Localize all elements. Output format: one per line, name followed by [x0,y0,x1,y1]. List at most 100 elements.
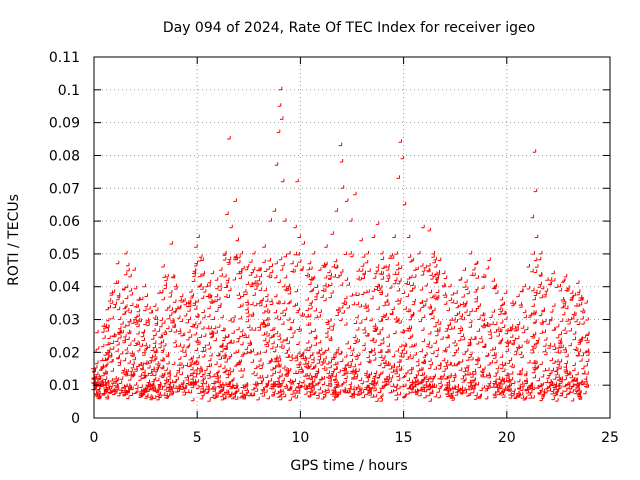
background-point [521,383,525,388]
data-point [115,260,120,265]
background-point [337,309,341,313]
background-point [161,296,165,301]
background-point [167,369,171,374]
background-point [575,382,579,386]
background-point [332,274,336,278]
background-point [464,286,469,290]
background-point [264,298,269,302]
background-point [531,251,535,255]
data-point [338,142,343,147]
background-point [405,293,410,298]
background-point [444,375,448,380]
background-point [317,353,322,357]
background-point [362,271,366,276]
data-point [493,283,497,288]
background-point [188,389,193,394]
background-point [94,371,99,376]
background-point [147,365,151,369]
background-point [559,392,564,397]
background-point [570,389,574,393]
background-point [356,339,360,343]
background-point [364,259,369,264]
background-point [403,306,407,310]
background-point [538,272,542,276]
background-point [364,384,368,389]
background-point [219,343,223,348]
background-point [243,334,247,338]
background-point [126,267,130,272]
background-point [447,322,451,326]
background-point [431,375,435,380]
background-point [235,338,240,343]
background-point [265,293,269,298]
background-point [328,364,332,369]
data-point [386,264,390,268]
background-point [123,369,127,373]
background-point [131,338,136,342]
background-point [351,386,355,390]
background-point [422,376,426,380]
data-point [406,234,411,238]
background-point [233,382,238,387]
background-point [326,374,330,378]
background-point [431,383,435,387]
background-point [493,373,497,377]
background-point [493,381,498,385]
background-point [177,385,182,390]
background-point [511,392,515,397]
background-point [163,285,167,290]
background-point [550,391,554,395]
background-point [282,312,286,317]
background-point [446,344,450,348]
data-point [283,218,287,222]
background-point [480,312,484,316]
background-point [266,339,270,343]
background-point [145,361,149,365]
background-point [323,355,327,360]
background-point [378,354,383,359]
background-point [336,307,340,311]
background-point [271,333,275,338]
background-point [446,379,450,384]
background-point [572,331,577,335]
background-point [494,290,499,294]
background-point [539,330,544,334]
y-tick-label: 0 [71,411,80,427]
background-point [505,343,509,348]
background-point [388,255,392,259]
y-tick-label: 0.11 [49,50,80,66]
background-point [239,328,244,333]
background-point [338,350,343,355]
background-point [254,372,258,377]
background-point [122,311,126,315]
background-point [253,365,258,369]
background-point [391,306,395,310]
data-point [229,224,233,229]
background-point [181,344,185,348]
background-point [202,371,206,376]
background-point [110,368,114,372]
background-point [541,308,545,313]
chart-title: Day 094 of 2024, Rate Of TEC Index for r… [163,20,535,36]
data-point [563,273,568,278]
background-point [176,367,181,372]
background-point [477,395,482,399]
background-point [317,339,322,344]
y-tick-label: 0.07 [49,181,80,197]
background-point [266,266,270,270]
background-point [283,286,288,291]
background-point [106,386,110,390]
background-point [465,368,469,372]
data-point [458,277,462,281]
data-point [256,267,260,271]
background-point [287,387,291,391]
background-point [499,320,504,324]
background-point [233,350,237,354]
background-point [155,366,159,371]
background-point [185,319,189,324]
background-point [290,268,294,272]
data-point [431,250,436,255]
background-point [520,354,524,359]
background-point [174,286,178,290]
background-point [105,356,109,360]
